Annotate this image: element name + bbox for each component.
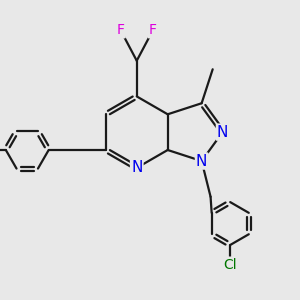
Text: N: N bbox=[196, 154, 207, 169]
Text: N: N bbox=[131, 160, 142, 175]
Text: F: F bbox=[149, 23, 157, 38]
Text: F: F bbox=[117, 23, 125, 38]
Text: N: N bbox=[217, 124, 228, 140]
Text: Cl: Cl bbox=[224, 258, 237, 272]
